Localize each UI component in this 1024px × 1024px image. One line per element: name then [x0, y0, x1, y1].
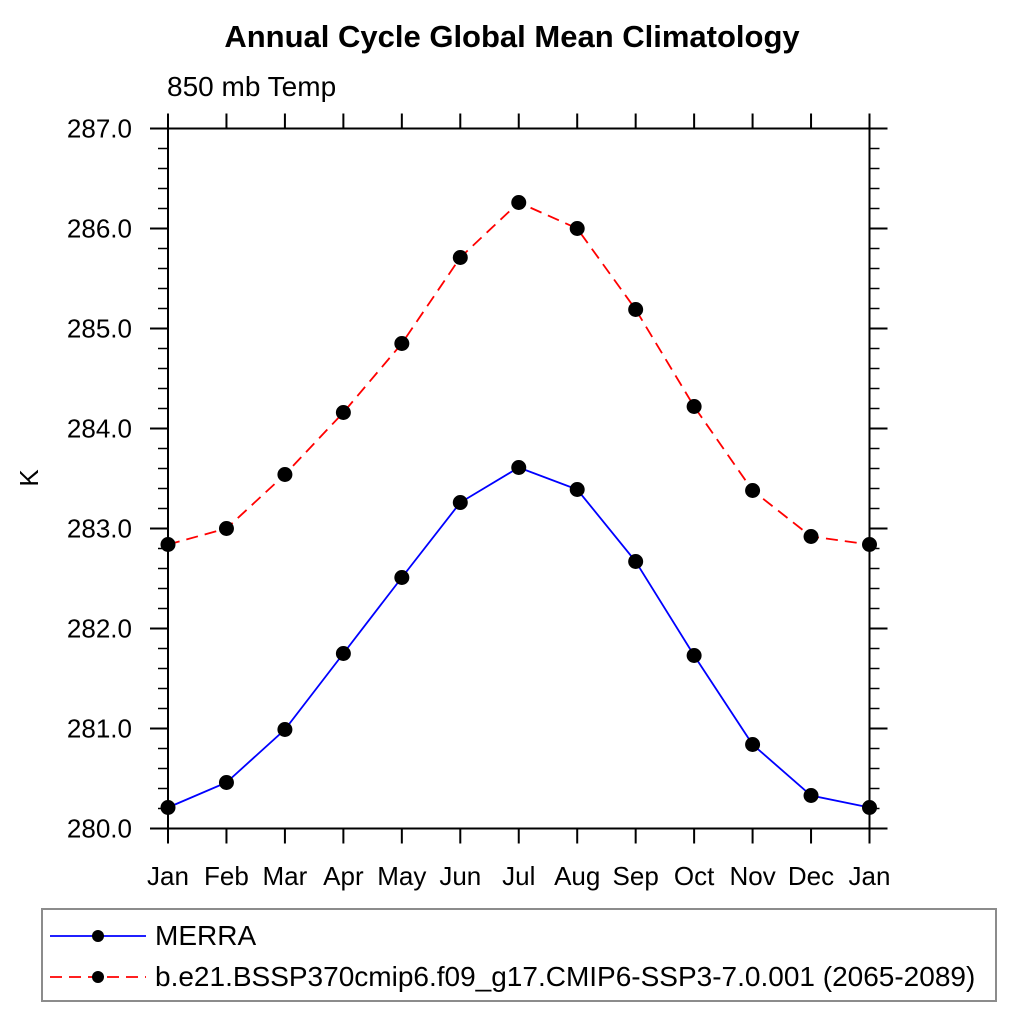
data-point-marker	[511, 460, 527, 475]
plot-frame	[167, 127, 871, 830]
data-point-marker	[569, 221, 585, 236]
legend-item-model: b.e21.BSSP370cmip6.f09_g17.CMIP6-SSP3-7.…	[49, 963, 975, 991]
legend-label-model: b.e21.BSSP370cmip6.f09_g17.CMIP6-SSP3-7.…	[155, 961, 976, 992]
data-point-marker	[745, 483, 761, 498]
x-tick-label: Jun	[439, 861, 481, 891]
data-point-marker	[862, 537, 877, 552]
y-tick-label: 281.0	[67, 714, 132, 744]
data-point-marker	[277, 722, 293, 737]
legend: MERRA b.e21.BSSP370cmip6.f09_g17.CMIP6-S…	[41, 908, 997, 1002]
y-tick-label: 285.0	[67, 314, 132, 344]
data-point-marker	[862, 800, 877, 815]
data-point-marker	[628, 554, 644, 569]
x-tick-label: Jan	[147, 861, 189, 891]
data-point-marker	[277, 467, 293, 482]
x-tick-label: Sep	[613, 861, 659, 891]
x-tick-label: May	[377, 861, 426, 891]
legend-item-merra: MERRA	[49, 922, 256, 950]
x-tick-label: Apr	[323, 861, 364, 891]
x-tick-label: Nov	[729, 861, 775, 891]
chart-subtitle: 850 mb Temp	[167, 71, 337, 102]
x-tick-label: Feb	[204, 861, 249, 891]
data-point-marker	[803, 529, 819, 544]
data-point-marker	[218, 775, 234, 790]
series-line-0	[167, 466, 870, 809]
model-line-sample-icon	[50, 971, 146, 983]
y-tick-label: 284.0	[67, 414, 132, 444]
data-point-marker	[160, 537, 176, 552]
data-point-marker	[452, 495, 468, 510]
data-point-marker	[569, 482, 585, 497]
data-point-marker	[686, 648, 702, 663]
x-tick-label: Aug	[554, 861, 600, 891]
chart-title: Annual Cycle Global Mean Climatology	[224, 19, 800, 54]
data-point-marker	[335, 405, 351, 420]
data-point-marker	[628, 302, 644, 317]
x-tick-label: Jul	[502, 861, 535, 891]
data-point-marker	[686, 399, 702, 414]
data-point-marker	[394, 336, 410, 351]
y-tick-label: 280.0	[67, 814, 132, 844]
data-point-marker	[335, 646, 351, 661]
x-tick-label: Jan	[849, 861, 891, 891]
data-point-marker	[218, 521, 234, 536]
x-tick-label: Mar	[263, 861, 308, 891]
y-tick-label: 283.0	[67, 514, 132, 544]
data-point-marker	[452, 250, 468, 265]
x-tick-label: Oct	[674, 861, 715, 891]
data-point-marker	[511, 195, 527, 210]
y-tick-label: 287.0	[67, 114, 132, 144]
y-axis-label: K	[14, 469, 44, 487]
x-tick-label: Dec	[788, 861, 834, 891]
data-point-marker	[803, 788, 819, 803]
merra-line-sample-icon	[50, 930, 146, 942]
data-point-marker	[394, 570, 410, 585]
y-tick-label: 286.0	[67, 214, 132, 244]
data-point-marker	[160, 800, 176, 815]
y-tick-label: 282.0	[67, 614, 132, 644]
data-point-marker	[745, 737, 761, 752]
series-line-1	[167, 201, 870, 546]
legend-label-merra: MERRA	[155, 920, 257, 951]
